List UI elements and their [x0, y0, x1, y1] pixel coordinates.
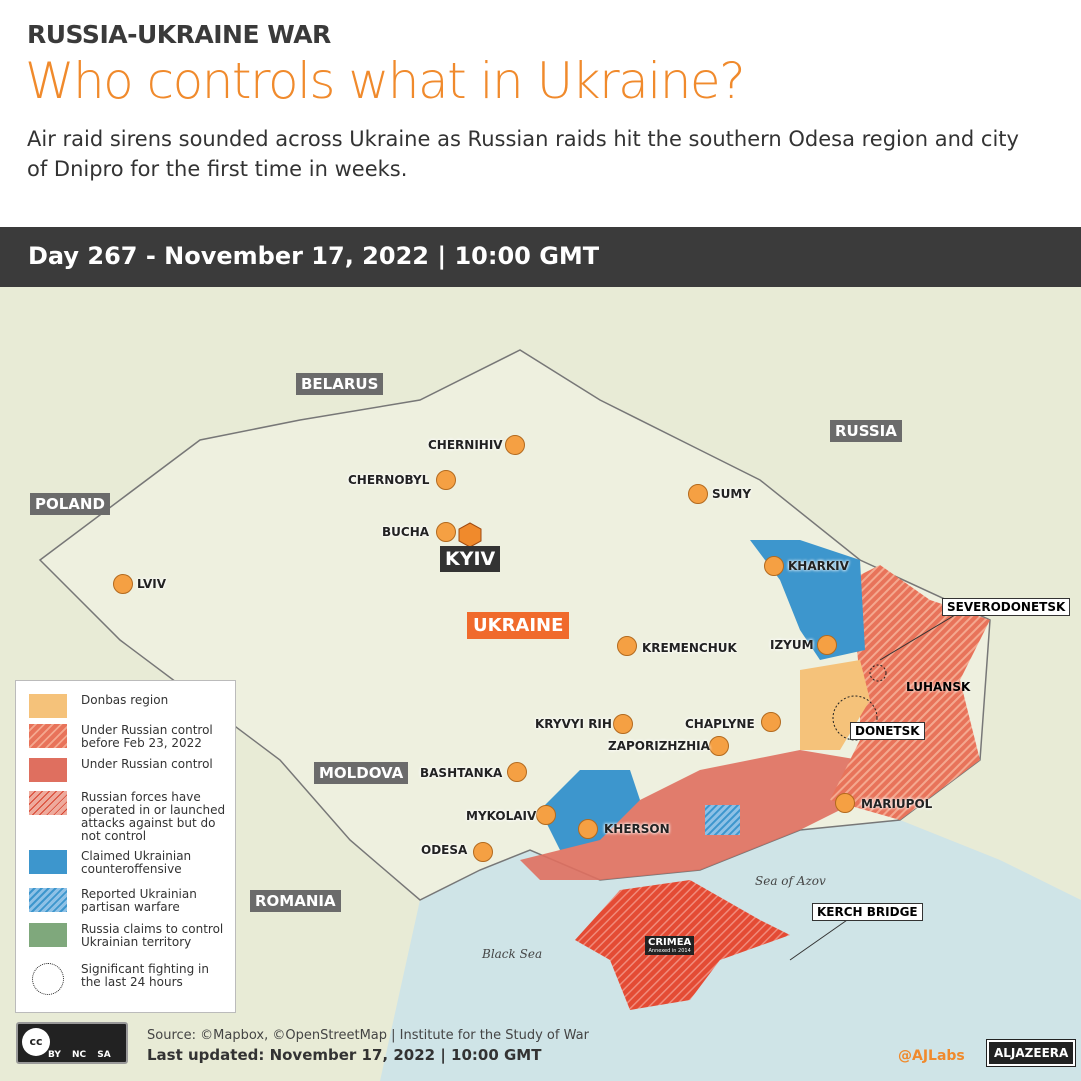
- city-dot: [617, 636, 637, 656]
- subtitle: Air raid sirens sounded across Ukraine a…: [27, 127, 1019, 181]
- city-chaplyne: CHAPLYNE: [685, 717, 755, 731]
- country-romania: ROMANIA: [250, 890, 341, 912]
- country-ukraine: UKRAINE: [467, 612, 570, 639]
- city-dot: [761, 712, 781, 732]
- partisan-area: [705, 805, 740, 835]
- crimea-label: CRIMEA: [648, 937, 692, 948]
- region-severodonetsk: SEVERODONETSK: [942, 598, 1071, 616]
- region-kerch-bridge: KERCH BRIDGE: [812, 903, 923, 921]
- city-dot: [436, 522, 456, 542]
- russian-controlled-east: [830, 565, 990, 820]
- city-kyiv-label: KYIV: [440, 546, 501, 572]
- sea-of-azov-label: Sea of Azov: [755, 874, 826, 888]
- city-kremenchuk: KREMENCHUK: [642, 641, 737, 655]
- city-dot: [835, 793, 855, 813]
- ajlabs-handle[interactable]: @AJLabs: [898, 1048, 965, 1064]
- legend-label: Donbas region: [81, 693, 169, 707]
- city-mykolaiv: MYKOLAIV: [466, 809, 537, 823]
- region-donetsk: DONETSK: [850, 722, 925, 740]
- cc-terms: BY NC SA: [48, 1050, 111, 1060]
- legend-label: Under Russian control: [81, 757, 213, 771]
- city-izyum: IZYUM: [770, 638, 814, 652]
- city-bucha: BUCHA: [382, 525, 430, 539]
- aljazeera-logo: ALJAZEERA: [985, 1039, 1077, 1067]
- city-zaporizhzhia: ZAPORIZHZHIA: [608, 739, 710, 753]
- region-luhansk: LUHANSK: [906, 680, 971, 694]
- city-dot: [578, 819, 598, 839]
- legend-item: Russia claims to control Ukrainian terri…: [29, 923, 226, 949]
- city-sumy: SUMY: [712, 487, 752, 501]
- city-dot: [113, 574, 133, 594]
- city-chernihiv: CHERNIHIV: [428, 438, 503, 452]
- city-lviv: LVIV: [137, 577, 167, 591]
- russian-controlled-south: [520, 750, 860, 880]
- last-updated: Last updated: November 17, 2022 | 10:00 …: [147, 1046, 542, 1064]
- city-dot: [473, 842, 493, 862]
- legend-item: Russian forces have operated in or launc…: [29, 791, 226, 843]
- legend-label: Reported Ukrainian partisan warfare: [81, 887, 197, 914]
- legend-item: Donbas region: [29, 694, 168, 718]
- city-mariupol: MARIUPOL: [861, 797, 933, 811]
- page-title: Who controls what in Ukraine?: [25, 52, 746, 110]
- day-bar: Day 267 - November 17, 2022 | 10:00 GMT: [0, 227, 1081, 287]
- city-dot: [436, 470, 456, 490]
- country-russia: RUSSIA: [830, 420, 902, 442]
- swatch: [29, 724, 67, 748]
- swatch: [29, 694, 67, 718]
- legend-label: Significant fighting in the last 24 hour…: [81, 962, 209, 989]
- fighting-circle: [832, 695, 878, 741]
- legend-label: Russia claims to control Ukrainian terri…: [81, 922, 224, 949]
- region-crimea: CRIMEA Annexed in 2014: [645, 936, 695, 955]
- city-bashtanka: BASHTANKA: [420, 766, 503, 780]
- swatch: [29, 791, 67, 815]
- legend-item: Claimed Ukrainian counteroffensive: [29, 850, 211, 876]
- swatch: [29, 850, 67, 874]
- city-dot: [536, 805, 556, 825]
- city-kryvyi-rih: KRYVYI RIH: [535, 717, 612, 731]
- city-dot: [507, 762, 527, 782]
- source-text: Source: ©Mapbox, ©OpenStreetMap | Instit…: [147, 1028, 589, 1043]
- legend-label: Under Russian control before Feb 23, 202…: [81, 723, 213, 750]
- swatch: [29, 758, 67, 782]
- city-dot: [688, 484, 708, 504]
- city-dot: [764, 556, 784, 576]
- city-dot: [817, 635, 837, 655]
- legend: Donbas region Under Russian control befo…: [15, 680, 236, 1013]
- city-odesa: ODESA: [421, 843, 468, 857]
- city-kherson: KHERSON: [604, 822, 670, 836]
- kicker: RUSSIA-UKRAINE WAR: [27, 20, 331, 49]
- swatch: [29, 923, 67, 947]
- legend-item: Reported Ukrainian partisan warfare: [29, 888, 211, 914]
- fighting-circle-icon: [32, 963, 64, 995]
- ukrainian-counteroffensive-kherson: [540, 770, 640, 850]
- legend-item: Significant fighting in the last 24 hour…: [29, 963, 216, 995]
- legend-item: Under Russian control before Feb 23, 202…: [29, 724, 221, 750]
- city-dot: [613, 714, 633, 734]
- fighting-circle: [869, 664, 887, 682]
- crimea-note: Annexed in 2014: [648, 948, 691, 954]
- creative-commons-icon: BY NC SA cc: [16, 1022, 128, 1064]
- country-poland: POLAND: [30, 493, 110, 515]
- city-kharkiv: KHARKIV: [788, 559, 849, 573]
- swatch: [29, 888, 67, 912]
- legend-label: Russian forces have operated in or launc…: [81, 790, 226, 843]
- country-belarus: BELARUS: [296, 373, 384, 395]
- country-moldova: MOLDOVA: [314, 762, 409, 784]
- black-sea-label: Black Sea: [481, 947, 542, 961]
- city-dot: [505, 435, 525, 455]
- city-chernobyl: CHERNOBYL: [348, 473, 430, 487]
- legend-label: Claimed Ukrainian counteroffensive: [81, 849, 192, 876]
- legend-item: Under Russian control: [29, 758, 213, 782]
- city-dot: [709, 736, 729, 756]
